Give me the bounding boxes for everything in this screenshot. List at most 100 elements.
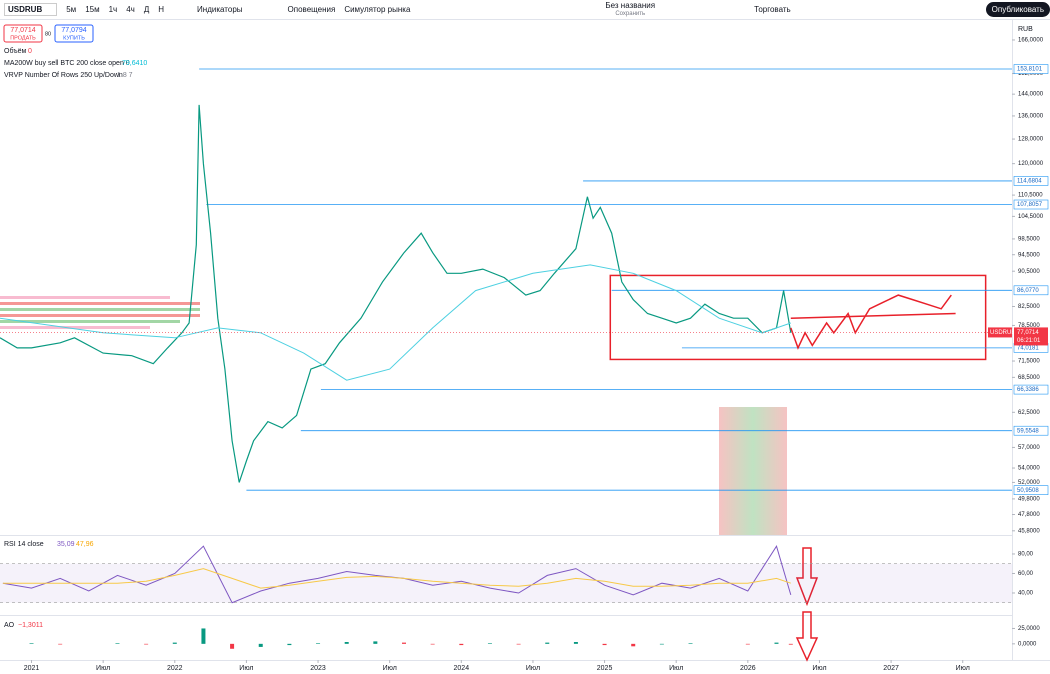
ma-legend: MA200W buy sell BTC 200 close open 0 xyxy=(4,60,130,67)
y-tick-label: 136,0000 xyxy=(1018,114,1044,120)
x-tick-label: Июл xyxy=(956,665,970,672)
ao-bar xyxy=(29,643,34,644)
forecast-line xyxy=(790,294,952,350)
rsi-line xyxy=(2,568,791,589)
last-price-tag xyxy=(988,327,1012,338)
y-tick-label: 78,5000 xyxy=(1018,323,1040,329)
y-tick-label: 45,8000 xyxy=(1018,528,1040,534)
save[interactable]: Сохранить xyxy=(615,10,646,17)
level-label-box xyxy=(1013,199,1049,210)
y-tick-label: 47,8000 xyxy=(1018,512,1040,518)
ao-title: AO xyxy=(4,622,15,629)
ao-bar xyxy=(688,643,693,644)
interval[interactable]: Д xyxy=(143,5,150,14)
vrvp-legend: VRVP Number Of Rows 250 Up/Down xyxy=(4,72,123,79)
sell-button[interactable] xyxy=(3,24,43,43)
profile-row xyxy=(0,314,200,317)
currency: RUB xyxy=(1018,26,1033,33)
ao-bar xyxy=(115,643,120,644)
level-label-box xyxy=(1013,485,1049,495)
x-tick-label: Июл xyxy=(96,665,110,672)
interval[interactable]: 5м xyxy=(66,5,77,14)
ao-bar xyxy=(172,642,177,644)
alerts[interactable]: Оповещения xyxy=(287,5,336,14)
y-tick-label: 144,0000 xyxy=(1018,92,1044,98)
interval[interactable]: 15м xyxy=(85,5,100,14)
symbol[interactable]: USDRUB xyxy=(4,3,58,16)
y-tick-label: 49,8000 xyxy=(1018,496,1040,502)
y-tick-label: 90,5000 xyxy=(1018,269,1040,275)
level-label: 153,8101 xyxy=(1017,67,1043,73)
y-tick-label: 54,0000 xyxy=(1018,466,1040,472)
y-tick-label: 57,0000 xyxy=(1018,445,1040,451)
x-tick-label: Июл xyxy=(526,665,540,672)
ao-bar xyxy=(516,643,521,645)
x-tick-label: Июл xyxy=(812,665,826,672)
level-label-box xyxy=(1013,64,1049,74)
y-tick-label: 98,5000 xyxy=(1018,236,1040,242)
buy-price: 77,0794 xyxy=(61,27,86,34)
y-tick-label: 60,00 xyxy=(1018,571,1034,577)
forecast-box xyxy=(609,274,987,361)
last-price-label: 77,0714 xyxy=(1017,330,1039,336)
y-tick-label: 166,0000 xyxy=(1018,38,1044,44)
profile-row xyxy=(0,308,200,311)
volume-legend: Объём xyxy=(4,47,26,55)
indicators[interactable]: Индикаторы xyxy=(197,5,243,14)
vrvp-values: 1 8 7 xyxy=(117,72,133,79)
interval[interactable]: 1ч xyxy=(108,5,118,14)
ao-bar xyxy=(602,643,607,646)
trend-line xyxy=(790,312,956,319)
ao-bar xyxy=(545,642,550,644)
ao-bar xyxy=(373,641,378,644)
y-tick-label: 82,5000 xyxy=(1018,304,1040,310)
level-label-box xyxy=(1013,285,1049,296)
publish[interactable]: Опубликовать xyxy=(985,2,1050,17)
buy-button[interactable] xyxy=(54,24,94,43)
ao-bar xyxy=(774,642,779,644)
level-label: 74,0181 xyxy=(1017,345,1039,351)
x-tick-label: Июл xyxy=(239,665,253,672)
ao-bar xyxy=(58,643,63,645)
ao-bar xyxy=(788,643,793,645)
sell-price: 77,0714 xyxy=(10,27,35,34)
x-tick-label: 2023 xyxy=(310,665,326,672)
y-tick-label: 52,0000 xyxy=(1018,480,1040,486)
interval[interactable]: 4ч xyxy=(126,5,135,14)
level-label: 114,6804 xyxy=(1017,179,1042,185)
profile-row xyxy=(0,326,150,329)
ao-value: −1,3011 xyxy=(18,622,43,629)
profile-row xyxy=(0,296,170,299)
y-tick-label: 152,0000 xyxy=(1018,71,1044,77)
ao-bar xyxy=(745,643,750,645)
volume-profile xyxy=(0,296,200,329)
ao-bar xyxy=(144,643,149,645)
level-label: 107,8057 xyxy=(1017,202,1043,208)
x-tick-label: 2026 xyxy=(740,665,756,672)
x-tick-label: 2025 xyxy=(597,665,613,672)
ao-bar xyxy=(430,643,435,645)
buy-label: КУПИТЬ xyxy=(63,35,85,41)
x-tick-label: Июл xyxy=(383,665,397,672)
layout-name[interactable]: Без названия Сохранить xyxy=(605,1,655,18)
level-label: 86,0770 xyxy=(1017,288,1039,294)
y-tick-label: 120,0000 xyxy=(1018,161,1044,167)
x-tick-label: 2022 xyxy=(167,665,183,672)
y-tick-label: 40,00 xyxy=(1018,591,1034,597)
interval[interactable]: Н xyxy=(158,5,165,14)
trade[interactable]: Торговать xyxy=(754,5,791,14)
y-tick-label: 110,5000 xyxy=(1018,193,1043,199)
ao-bar xyxy=(402,642,406,644)
replay[interactable]: Симулятор рынка xyxy=(344,5,411,14)
x-tick-label: 2021 xyxy=(24,665,40,672)
volume-value: 0 xyxy=(28,48,32,55)
price-line xyxy=(0,104,792,483)
ao-bar xyxy=(258,643,263,647)
down-arrow xyxy=(795,547,819,662)
rsi-value: 35,09 xyxy=(57,541,75,548)
ao-bar xyxy=(659,643,664,645)
ao-bar xyxy=(631,643,636,647)
toolbar: USDRUB 5м 15м 1ч 4ч Д Н Индикаторы Опове… xyxy=(0,0,1050,20)
last-symbol: USDRUB xyxy=(990,330,1015,336)
x-tick-label: Июл xyxy=(669,665,683,672)
